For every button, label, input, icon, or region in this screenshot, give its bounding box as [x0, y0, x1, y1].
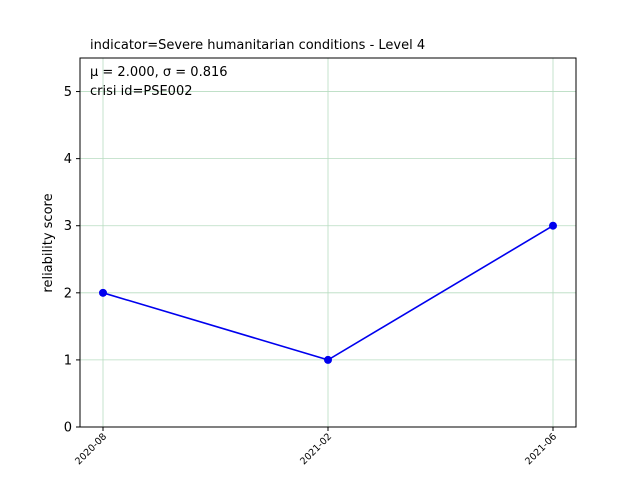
grid-layer [80, 58, 576, 428]
x-tick-label-1: 2021-02 [298, 431, 334, 467]
data-point-0-1 [324, 355, 332, 364]
y-tick-label-2: 2 [64, 286, 72, 301]
y-tick-label-4: 4 [64, 152, 72, 167]
data-point-0-2 [549, 221, 557, 230]
x-tick-label-2: 2021-06 [523, 431, 559, 467]
y-tick-label-0: 0 [64, 421, 72, 436]
y-tick-label-5: 5 [64, 85, 72, 100]
y-axis-label: reliability score [41, 193, 56, 292]
y-tick-label-1: 1 [64, 353, 72, 368]
data-point-0-0 [99, 288, 107, 297]
y-tick-label-3: 3 [64, 219, 72, 234]
series-layer [99, 221, 557, 364]
annotation-crisis-id: crisi id=PSE002 [90, 84, 193, 99]
axes-layer: 0 1 2 3 4 5 2020-08 2021-02 2021-06 [64, 57, 577, 467]
x-tick-label-0: 2020-08 [73, 431, 109, 467]
annotation-stats: μ = 2.000, σ = 0.816 [90, 65, 228, 80]
chart-title: indicator=Severe humanitarian conditions… [90, 38, 425, 53]
